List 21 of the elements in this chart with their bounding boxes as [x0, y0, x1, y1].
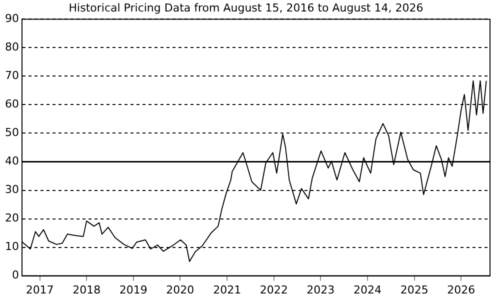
- x-tick-label: 2018: [72, 283, 101, 296]
- y-tick-label: 70: [4, 69, 19, 82]
- x-tick-label: 2022: [260, 283, 288, 296]
- y-tick-label: 80: [4, 40, 19, 54]
- y-tick-label: 50: [4, 126, 19, 140]
- y-tick-label: 10: [4, 240, 19, 254]
- x-tick-label: 2026: [447, 283, 476, 296]
- y-tick-label: 30: [4, 183, 19, 196]
- x-tick-label: 2017: [26, 283, 54, 296]
- y-tick-label: 90: [4, 12, 19, 26]
- y-tick-label: 20: [4, 212, 19, 225]
- x-tick-label: 2024: [353, 283, 382, 296]
- x-tick-label: 2019: [119, 283, 148, 296]
- x-tick-label: 2020: [166, 283, 194, 296]
- y-tick-label: 0: [12, 268, 19, 282]
- x-tick-label: 2025: [400, 283, 428, 296]
- chart-title: Historical Pricing Data from August 15, 2016 to August 14, 2026: [68, 1, 424, 14]
- y-tick-label: 60: [4, 98, 19, 111]
- x-tick-label: 2021: [213, 283, 242, 296]
- x-tick-label: 2023: [306, 283, 335, 296]
- y-tick-label: 40: [4, 154, 19, 168]
